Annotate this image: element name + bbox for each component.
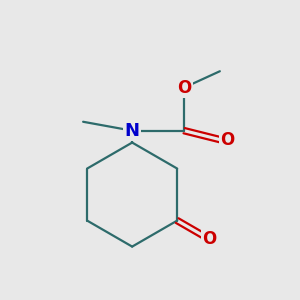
Text: O: O <box>220 130 234 148</box>
Text: O: O <box>202 230 217 248</box>
Text: O: O <box>177 79 191 97</box>
Text: N: N <box>125 122 140 140</box>
